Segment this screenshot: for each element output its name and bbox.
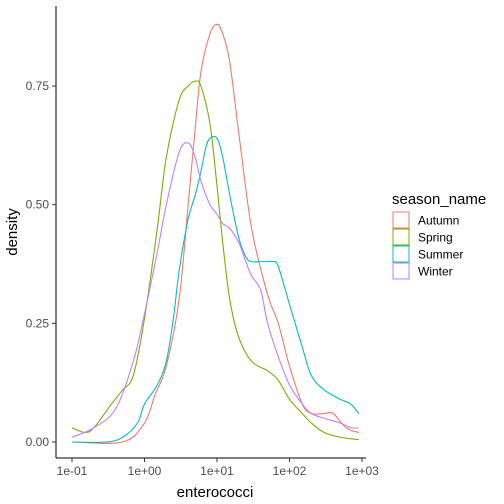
x-ticks: 1e-01 1e+00 1e+01 1e+02 1e+03 (57, 458, 379, 478)
x-tick-label: 1e+03 (345, 464, 379, 478)
series-line-autumn (71, 23, 359, 444)
y-tick-label: 0.75 (26, 79, 50, 93)
x-tick-label: 1e-01 (57, 464, 88, 478)
legend-key-winter (392, 262, 410, 280)
axes (55, 6, 366, 459)
x-tick-label: 1e+01 (200, 464, 234, 478)
legend-key-summer (392, 245, 410, 263)
series-line-summer (71, 135, 360, 443)
legend-items: Autumn Spring Summer Winter (392, 211, 463, 280)
y-tick-label: 0.25 (26, 316, 50, 330)
legend-label-winter: Winter (418, 265, 453, 279)
series-line-winter (71, 142, 359, 438)
series-line-spring (71, 80, 359, 441)
x-tick-label: 1e+02 (273, 464, 307, 478)
y-tick-label: 0.00 (26, 435, 50, 449)
legend-key-spring (392, 228, 410, 246)
y-axis-title: density (4, 208, 21, 256)
legend-key-autumn (392, 211, 410, 229)
legend-title: season_name (392, 191, 486, 208)
legend-label-spring: Spring (418, 231, 453, 245)
y-ticks: 0.00 0.25 0.50 0.75 (26, 79, 56, 449)
x-axis-title: enterococci (177, 484, 254, 501)
x-tick-label: 1e+00 (128, 464, 162, 478)
series-lines (71, 23, 360, 444)
legend-label-autumn: Autumn (418, 214, 459, 228)
legend: season_name Autumn Spring Summer Winter (392, 191, 486, 280)
y-tick-label: 0.50 (26, 198, 50, 212)
legend-label-summer: Summer (418, 248, 463, 262)
